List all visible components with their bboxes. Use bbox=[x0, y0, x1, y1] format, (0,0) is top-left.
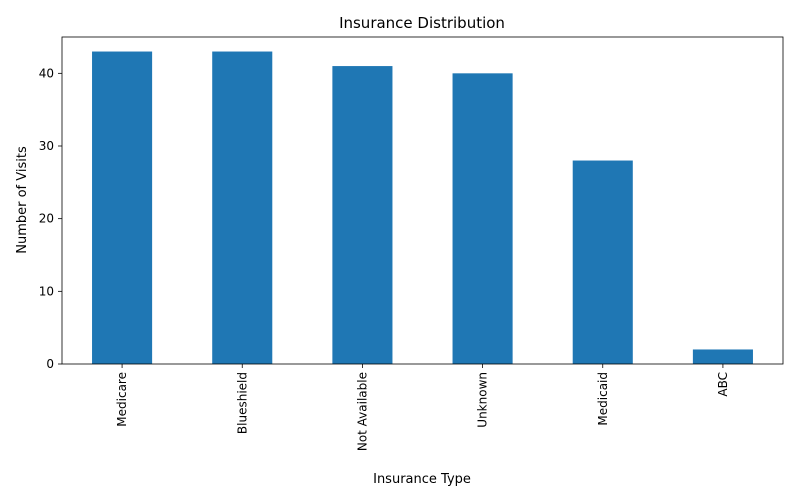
plot-area-frame bbox=[61, 36, 784, 365]
bars bbox=[92, 51, 753, 364]
x-tick-label: Not Available bbox=[355, 372, 369, 451]
x-axis-label: Insurance Type bbox=[373, 472, 471, 487]
x-tick-label: ABC bbox=[716, 372, 730, 397]
bar-medicaid bbox=[572, 160, 633, 364]
x-tick-label: Medicaid bbox=[596, 372, 610, 426]
bar-not-available bbox=[332, 66, 393, 364]
y-axis-label: Number of Visits bbox=[15, 146, 30, 254]
y-tick-label: 10 bbox=[39, 284, 54, 298]
y-tick-label: 0 bbox=[46, 357, 54, 371]
chart-title: Insurance Distribution bbox=[339, 14, 505, 32]
bar-medicare bbox=[92, 51, 153, 364]
y-tick-label: 20 bbox=[39, 212, 54, 226]
y-tick-label: 40 bbox=[39, 66, 54, 80]
x-tick-label: Unknown bbox=[476, 372, 490, 428]
x-tick-label: Blueshield bbox=[235, 372, 249, 434]
x-axis-ticks: Medicare Blueshield Not Available Unknown Me… bbox=[115, 364, 730, 451]
y-axis-ticks: 0 10 20 30 40 bbox=[39, 66, 62, 371]
bar-abc bbox=[692, 349, 753, 364]
bar-blueshield bbox=[212, 51, 273, 364]
bar-unknown bbox=[452, 73, 513, 364]
y-tick-label: 30 bbox=[39, 139, 54, 153]
x-tick-label: Medicare bbox=[115, 372, 129, 427]
